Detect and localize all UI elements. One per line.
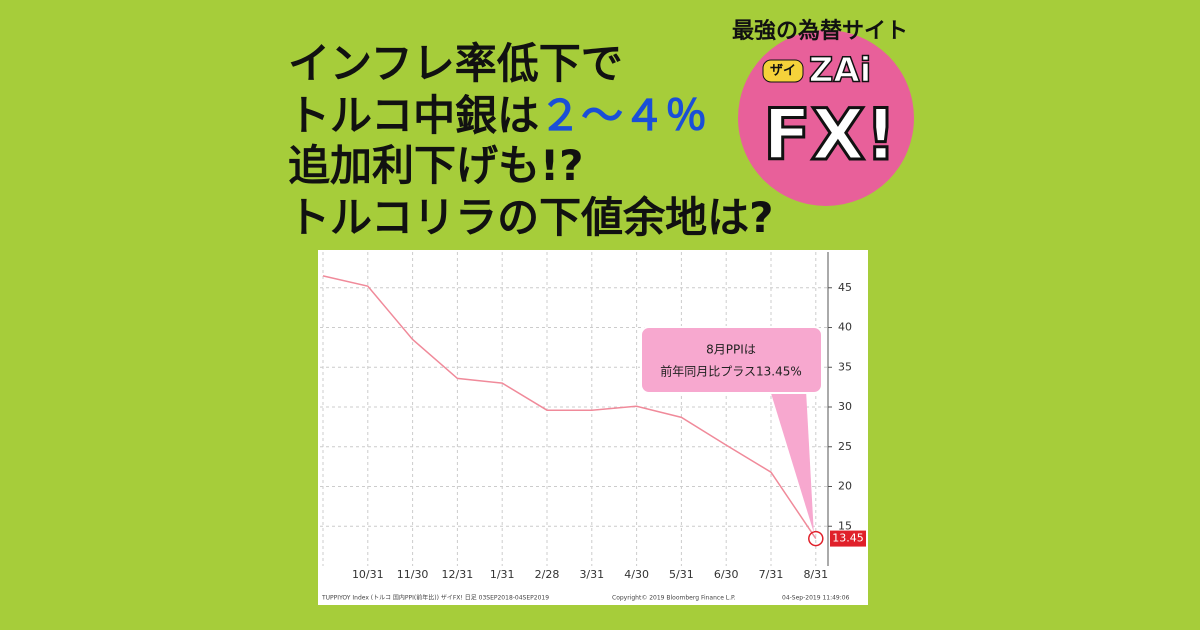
x-tick-label: 2/28	[535, 568, 560, 581]
y-tick-label: 15	[838, 519, 852, 532]
x-tick-label: 8/31	[803, 568, 828, 581]
logo-brand-small: ザイ	[770, 64, 796, 79]
title-line: トルコリラの下値余地は?	[288, 193, 774, 242]
y-tick-label: 45	[838, 281, 852, 294]
x-tick-label: 10/31	[352, 568, 384, 581]
x-tick-label: 6/30	[714, 568, 739, 581]
callout-box	[640, 326, 823, 394]
title-highlight: ２～４％	[539, 91, 707, 140]
footer-text: TUPPIYOY Index (トルコ 国内PPI(前年比)) ザイFX! 日足…	[321, 594, 549, 602]
value-tag	[830, 530, 866, 547]
footer-text: 04-Sep-2019 11:49:06	[782, 595, 850, 602]
callout-pointer	[770, 390, 814, 533]
logo-badge	[762, 59, 804, 83]
x-tick-label: 4/30	[624, 568, 649, 581]
logo-brand-big: FX!	[763, 94, 897, 176]
y-tick-label: 20	[838, 480, 852, 493]
value-label: 13.45	[832, 532, 864, 545]
y-tick-label: 25	[838, 440, 852, 453]
annotation-text: 8月PPIは	[706, 343, 756, 357]
logo-brand: ZAi	[809, 51, 872, 91]
annotation-text: 前年同月比プラス13.45%	[660, 364, 802, 379]
footer-text: Copyright© 2019 Bloomberg Finance L.P.	[612, 595, 736, 602]
x-tick-label: 11/30	[397, 568, 429, 581]
x-tick-label: 5/31	[669, 568, 694, 581]
logo: 最強の為替サイト ザイ ZAi FX!	[732, 18, 914, 206]
y-tick-label: 35	[838, 360, 852, 373]
plot: 15 20 25 30 35 40 45 10/31 11/30 12/31 1/31 2/28 3/3…	[320, 252, 866, 602]
title-line: 追加利下げも!?	[288, 141, 584, 190]
chart-panel	[318, 250, 868, 605]
title-line: トルコ中銀は２～４％	[288, 91, 707, 140]
x-tick-label: 7/31	[759, 568, 784, 581]
x-tick-label: 3/31	[579, 568, 604, 581]
line-series	[322, 275, 817, 539]
title-line: インフレ率低下で	[288, 39, 623, 88]
x-tick-label: 12/31	[442, 568, 474, 581]
highlight-ring	[808, 530, 824, 547]
y-tick-label: 30	[838, 400, 852, 413]
title-part: トルコ中銀は	[288, 91, 539, 140]
y-tick-label: 40	[838, 321, 852, 334]
x-tick-label: 1/31	[490, 568, 515, 581]
logo-tagline: 最強の為替サイト	[732, 18, 908, 44]
